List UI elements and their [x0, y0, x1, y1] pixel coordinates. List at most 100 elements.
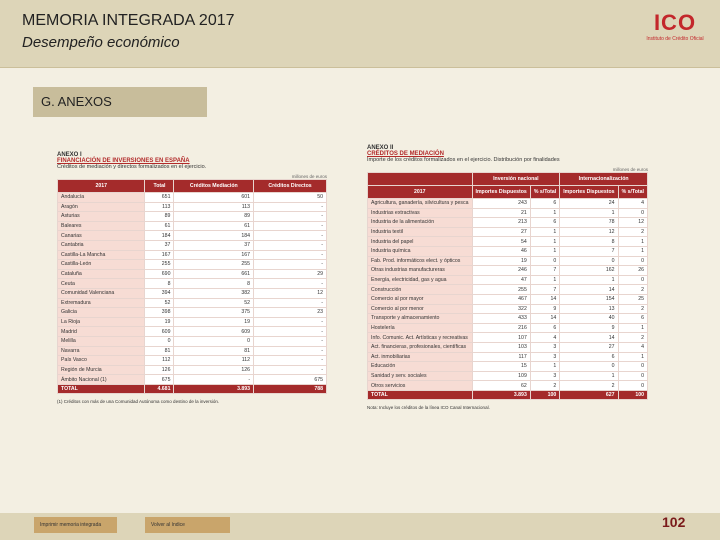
- section-label: G. ANEXOS: [33, 87, 207, 117]
- index-button[interactable]: Volver al índice: [145, 517, 230, 533]
- row-label: Industrias extractivas: [367, 207, 473, 219]
- row: Galicia 398 375 23: [56, 307, 327, 318]
- row: Ceuta 8 8-: [56, 278, 327, 289]
- cell: 37: [144, 239, 175, 251]
- cell: 78: [559, 217, 619, 228]
- cell: 2: [617, 284, 649, 295]
- cell: 52: [144, 297, 175, 309]
- cell: 113: [144, 201, 175, 213]
- footnote: (1) Créditos con más de una Comunidad Au…: [57, 399, 220, 405]
- cell: 255: [144, 259, 175, 270]
- row-label: Asturias: [56, 211, 146, 222]
- row: Otros servicios 62 2 2 0: [367, 380, 649, 391]
- print-button[interactable]: Imprimir memoria integrada: [34, 517, 117, 533]
- row-label: Comunidad Valenciana: [56, 287, 146, 299]
- cell: 1: [617, 351, 649, 363]
- row-label: Canarias: [56, 230, 146, 241]
- total-cell: 100: [617, 389, 649, 401]
- total-cell: 100: [529, 389, 561, 401]
- cell: 0: [559, 255, 619, 267]
- row: Cataluña 690 661 29: [56, 268, 327, 280]
- cell: -: [253, 211, 327, 222]
- annex-title: FINANCIACIÓN DE INVERSIONES EN ESPAÑA: [57, 158, 190, 164]
- cell: 24: [559, 198, 619, 209]
- cell: 661: [173, 268, 255, 280]
- cell: 0: [617, 207, 649, 219]
- row-label: Región de Murcia: [56, 364, 146, 376]
- row: Industria de la alimentación 213 6 78 12: [367, 217, 649, 228]
- annex-subtitle: Importe de los créditos formalizados en …: [367, 157, 560, 163]
- row-label: Industria de la alimentación: [367, 217, 473, 228]
- cell: 9: [559, 322, 619, 334]
- row-label: Comercio al por mayor: [367, 293, 473, 305]
- header-cell: Créditos Directos: [253, 179, 327, 193]
- cell: 6: [529, 322, 561, 334]
- cell: 27: [471, 226, 531, 238]
- cell: -: [253, 201, 327, 213]
- cell: 89: [173, 211, 255, 222]
- header-cell: 2017: [56, 179, 146, 193]
- cell: 2: [617, 303, 649, 315]
- cell: 3: [529, 370, 561, 382]
- cell: 52: [173, 297, 255, 309]
- cell: 243: [471, 198, 531, 209]
- cell: 609: [144, 326, 175, 337]
- total-row: TOTAL 4.681 3.893 788: [56, 383, 327, 395]
- cell: 0: [617, 255, 649, 267]
- cell: 162: [559, 265, 619, 276]
- cell: 1: [617, 245, 649, 257]
- row-label: Act. financieras, profesionales, científ…: [367, 341, 473, 353]
- row-label: Cantabria: [56, 239, 146, 251]
- row-label: Act. inmobiliarias: [367, 351, 473, 363]
- cell: 126: [173, 364, 255, 376]
- cell: 47: [471, 274, 531, 286]
- cell: 25: [617, 293, 649, 305]
- cell: 7: [559, 245, 619, 257]
- row-label: Andalucía: [56, 192, 146, 203]
- cell: 1: [617, 322, 649, 334]
- cell: 54: [471, 236, 531, 247]
- total-cell: 3.893: [173, 383, 255, 395]
- row-label: Navarra: [56, 345, 146, 357]
- cell: 1: [617, 236, 649, 247]
- cell: 6: [559, 351, 619, 363]
- cell: 4: [617, 198, 649, 209]
- cell: 675: [253, 374, 327, 385]
- title: MEMORIA INTEGRADA 2017: [22, 12, 235, 29]
- cell: 61: [144, 220, 175, 232]
- cell: -: [253, 259, 327, 270]
- row: Energía, electricidad, gas y agua 47 1 1 0: [367, 274, 649, 286]
- cell: 89: [144, 211, 175, 222]
- row-label: Energía, electricidad, gas y agua: [367, 274, 473, 286]
- row: Agricultura, ganadería, silvicultura y p…: [367, 198, 649, 209]
- footer-band: [0, 513, 720, 540]
- cell: 109: [471, 370, 531, 382]
- logo-caption: Instituto de Crédito Oficial: [646, 36, 704, 42]
- cell: 6: [529, 217, 561, 228]
- cell: 6: [617, 313, 649, 324]
- row: Construcción 255 7 14 2: [367, 284, 649, 295]
- total-cell: TOTAL: [56, 383, 146, 395]
- header-cell: % s/Total: [529, 185, 561, 199]
- row-label: Industria del papel: [367, 236, 473, 247]
- total-cell: 627: [559, 389, 619, 401]
- cell: -: [253, 335, 327, 347]
- row-label: Comercio al por menor: [367, 303, 473, 315]
- row-label: Industria textil: [367, 226, 473, 238]
- cell: 2: [617, 332, 649, 343]
- row: Educación 15 1 0 0: [367, 361, 649, 372]
- cell: 12: [253, 287, 327, 299]
- row: Hostelería 216 6 9 1: [367, 322, 649, 334]
- total-row: TOTAL 3.893 100 627 100: [367, 389, 649, 401]
- row: Act. inmobiliarias 117 3 6 1: [367, 351, 649, 363]
- header-cell: % s/Total: [617, 185, 649, 199]
- cell: 1: [529, 245, 561, 257]
- row: Región de Murcia 126 126-: [56, 364, 327, 376]
- row: Asturias 89 89-: [56, 211, 327, 222]
- cell: -: [253, 297, 327, 309]
- cell: -: [173, 374, 255, 385]
- cell: 154: [559, 293, 619, 305]
- cell: 1: [529, 226, 561, 238]
- row: Otras industrias manufactureras 246 7 162 26: [367, 265, 649, 276]
- cell: 601: [173, 192, 255, 203]
